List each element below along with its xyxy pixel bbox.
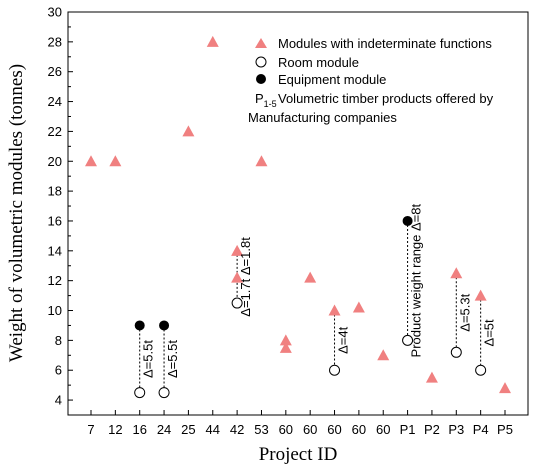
y-tick-label: 30 (48, 5, 62, 20)
triangle-point (304, 271, 317, 283)
triangle-point (206, 35, 219, 47)
y-tick-label: 8 (55, 333, 62, 348)
equipment-module-point (402, 215, 413, 226)
y-tick-label: 20 (48, 154, 62, 169)
legend-filled-circle-icon (256, 74, 266, 84)
triangle-point (109, 155, 122, 167)
x-tick-label: P3 (448, 422, 464, 437)
x-tick-label: 42 (230, 422, 244, 437)
triangle-point (231, 271, 244, 283)
x-tick-label: P4 (473, 422, 489, 437)
x-tick-label: 25 (181, 422, 195, 437)
x-tick-label: 60 (303, 422, 317, 437)
x-tick-label: 7 (87, 422, 94, 437)
triangle-point (377, 349, 390, 361)
x-tick-label: 53 (254, 422, 268, 437)
triangle-point (279, 334, 292, 346)
x-tick-label: 24 (157, 422, 171, 437)
delta-annotation-label: Δ=5t (482, 319, 497, 347)
plot-frame (67, 11, 529, 416)
x-tick-label: P5 (497, 422, 513, 437)
y-tick-label: 22 (48, 124, 62, 139)
legend-label-products-line1: Volumetric timber products offered by (278, 91, 494, 106)
legend-p-sub: 1-5 (264, 99, 277, 109)
y-axis-title: Weight of volumetric modules (tonnes) (6, 64, 27, 362)
y-tick-label: 24 (48, 94, 62, 109)
x-tick-label: 12 (108, 422, 122, 437)
x-tick-label: 16 (132, 422, 146, 437)
legend-p-main: P (255, 91, 264, 106)
y-tick-label: 16 (48, 213, 62, 228)
room-module-point (329, 364, 341, 376)
y-tick-label: 28 (48, 34, 62, 49)
legend-label-products-line2: Manufacturing companies (248, 110, 397, 125)
legend-label-indeterminate: Modules with indeterminate functions (278, 36, 492, 51)
data-markers (85, 35, 511, 399)
legend-label-room: Room module (278, 55, 359, 70)
delta-annotation-label: Δ=4t (336, 326, 351, 354)
room-module-point (402, 334, 414, 346)
y-axis: 4 6 8 10 12 14 16 18 20 22 24 26 28 30 (48, 5, 73, 416)
legend-triangle-icon (255, 38, 267, 48)
room-module-point (450, 346, 462, 358)
delta-annotation-label: Product weight range Δ=8t (409, 203, 424, 357)
x-tick-label: 44 (206, 422, 220, 437)
x-tick-label: 60 (327, 422, 341, 437)
delta-annotation-label: Δ=5.5t (141, 340, 156, 378)
x-axis: 7 12 16 24 25 44 42 53 60 60 60 60 60 P1 P2 P3 P4 P5 (87, 410, 513, 437)
legend-label-equipment: Equipment module (278, 72, 386, 87)
y-tick-label: 12 (48, 273, 62, 288)
delta-annotation-label: Δ=5.5t (165, 340, 180, 378)
delta-annotation-label: Δ=1.7t Δ=1.8t (238, 237, 253, 317)
x-axis-title: Project ID (259, 444, 338, 465)
room-module-point (475, 364, 487, 376)
y-tick-label: 14 (48, 243, 62, 258)
triangle-point (328, 304, 341, 316)
legend: Modules with indeterminate functions Roo… (248, 36, 494, 125)
triangle-point (85, 155, 97, 167)
triangle-point (425, 371, 438, 383)
delta-connectors (139, 220, 482, 393)
room-module-point (158, 387, 170, 399)
y-tick-label: 26 (48, 64, 62, 79)
x-tick-label: P1 (400, 422, 416, 437)
delta-annotation-label: Δ=5.3t (457, 293, 472, 331)
triangle-point (231, 244, 244, 256)
triangle-point (279, 341, 292, 353)
x-tick-label: P2 (424, 422, 440, 437)
triangle-point (450, 267, 463, 279)
triangle-point (499, 382, 511, 394)
equipment-module-point (159, 320, 170, 331)
delta-annotations: Δ=5.5t Δ=5.5t Δ=1.7t Δ=1.8t Δ=4t Product wei… (141, 203, 497, 378)
equipment-module-point (134, 320, 145, 331)
x-tick-label: 60 (376, 422, 390, 437)
x-tick-label: 60 (352, 422, 366, 437)
triangle-point (182, 125, 195, 137)
triangle-point (255, 155, 268, 167)
y-tick-label: 6 (55, 363, 62, 378)
y-tick-label: 18 (48, 184, 62, 199)
room-module-point (231, 297, 243, 309)
legend-p-symbol: P1-5 (255, 91, 277, 109)
y-tick-label: 4 (55, 393, 62, 408)
room-module-point (134, 387, 146, 399)
legend-open-circle-icon (255, 56, 267, 68)
triangle-point (352, 301, 365, 313)
y-tick-label: 10 (48, 303, 62, 318)
triangle-point (474, 289, 487, 301)
x-tick-label: 60 (279, 422, 293, 437)
